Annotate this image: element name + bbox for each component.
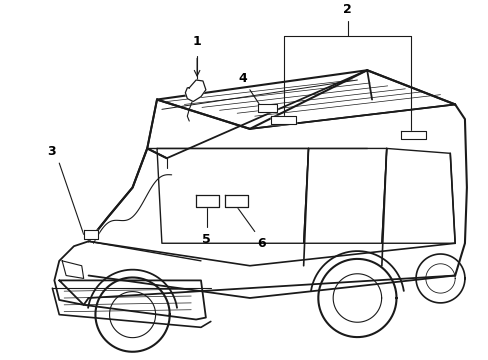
Text: 5: 5 xyxy=(202,234,211,247)
Polygon shape xyxy=(401,131,425,139)
Polygon shape xyxy=(196,195,218,207)
Polygon shape xyxy=(185,80,205,102)
Polygon shape xyxy=(271,116,295,124)
Text: 6: 6 xyxy=(257,237,265,251)
Text: 1: 1 xyxy=(192,35,201,48)
Text: 2: 2 xyxy=(343,4,351,17)
Polygon shape xyxy=(257,104,277,112)
Polygon shape xyxy=(83,230,98,239)
Text: 3: 3 xyxy=(47,145,56,158)
Polygon shape xyxy=(62,261,83,278)
Polygon shape xyxy=(225,195,247,207)
Text: 4: 4 xyxy=(238,72,247,85)
